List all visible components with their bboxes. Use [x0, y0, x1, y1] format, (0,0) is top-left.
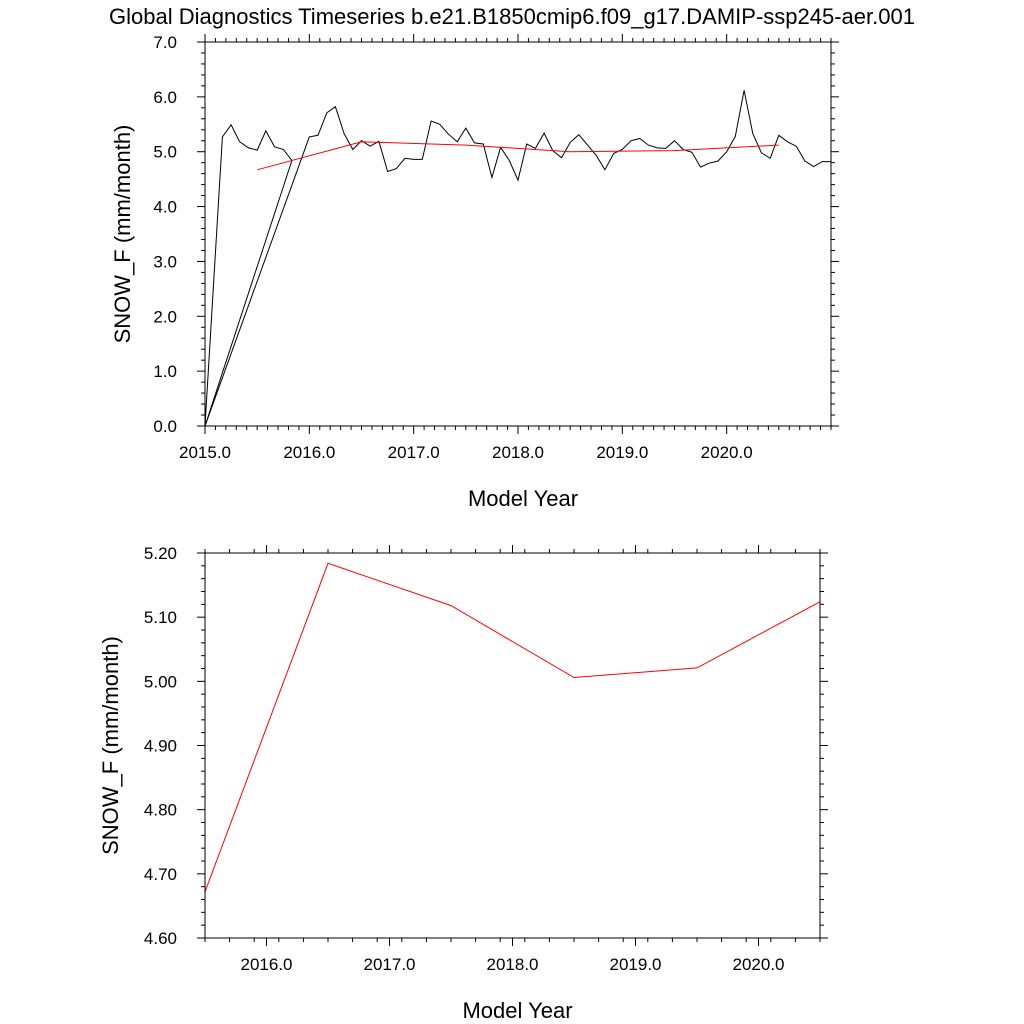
- series-line-0: [205, 562, 820, 892]
- bottom-chart-panel: 2016.0 2017.0 2018.0 2019.0 2020.0 4.60 4.70 4.…: [98, 544, 828, 1023]
- figure-title: Global Diagnostics Timeseries b.e21.B185…: [109, 4, 915, 29]
- x-tick-label: 2015.0: [179, 443, 231, 462]
- x-tick-label: 2019.0: [596, 443, 648, 462]
- x-tick-label: 2018.0: [492, 443, 544, 462]
- y-tick-label: 4.0: [153, 198, 177, 217]
- y-tick-label: 2.0: [153, 307, 177, 326]
- series-line-1: [257, 141, 779, 171]
- y-tick-label: 0.0: [153, 417, 177, 436]
- x-tick-label: 2019.0: [610, 955, 662, 974]
- y-tick-label: 4.70: [144, 865, 177, 884]
- y-tick-label: 3.0: [153, 252, 177, 271]
- x-tick-label: 2020.0: [701, 443, 753, 462]
- y-tick-label: 4.80: [144, 801, 177, 820]
- x-tick-label: 2016.0: [241, 955, 293, 974]
- y-axis-label: SNOW_F (mm/month): [98, 636, 123, 855]
- y-tick-label: 5.20: [144, 544, 177, 563]
- y-axis-label: SNOW_F (mm/month): [110, 125, 135, 344]
- y-tick-label: 5.0: [153, 143, 177, 162]
- y-tick-label: 6.0: [153, 88, 177, 107]
- y-tick-label: 4.60: [144, 929, 177, 948]
- y-tick-label: 5.10: [144, 608, 177, 627]
- x-tick-label: 2016.0: [283, 443, 335, 462]
- series-line-0: [205, 90, 831, 426]
- y-tick-label: 5.00: [144, 672, 177, 691]
- y-tick-label: 4.90: [144, 737, 177, 756]
- y-tick-label: 7.0: [153, 33, 177, 52]
- top-chart-panel: 2015.0 2016.0 2017.0 2018.0 2019.0 2020.0 0.0 1…: [110, 33, 839, 511]
- x-tick-label: 2018.0: [487, 955, 539, 974]
- x-axis-label: Model Year: [462, 998, 572, 1023]
- x-tick-label: 2017.0: [388, 443, 440, 462]
- x-axis-label: Model Year: [468, 486, 578, 511]
- x-tick-label: 2017.0: [364, 955, 416, 974]
- y-tick-label: 1.0: [153, 362, 177, 381]
- x-tick-label: 2020.0: [733, 955, 785, 974]
